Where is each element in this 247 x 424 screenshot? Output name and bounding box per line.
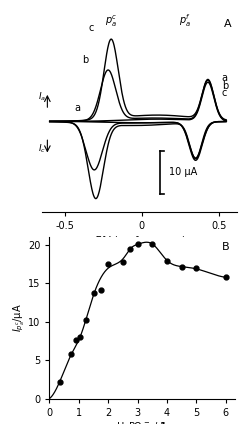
Text: A: A: [224, 19, 231, 29]
Text: a: a: [222, 73, 228, 84]
Text: b: b: [222, 81, 228, 91]
Text: $p_a^f$: $p_a^f$: [179, 12, 191, 28]
X-axis label: H$_2$PO$_4^-$ / $\mathbf{1}$: H$_2$PO$_4^-$ / $\mathbf{1}$: [116, 420, 168, 424]
X-axis label: $E$/V ($vs$. ferrocene): $E$/V ($vs$. ferrocene): [94, 234, 185, 247]
Text: a: a: [74, 103, 80, 113]
Text: 10 μA: 10 μA: [169, 167, 197, 177]
Text: c: c: [88, 23, 94, 33]
Text: B: B: [222, 242, 229, 252]
Text: c: c: [222, 88, 227, 98]
Text: $p_a^c$: $p_a^c$: [105, 13, 117, 28]
Y-axis label: $I_{p_a^c}$/μA: $I_{p_a^c}$/μA: [11, 304, 27, 332]
Text: b: b: [82, 55, 88, 65]
Text: $I_a$: $I_a$: [38, 90, 46, 103]
Text: $I_c$: $I_c$: [38, 142, 46, 155]
